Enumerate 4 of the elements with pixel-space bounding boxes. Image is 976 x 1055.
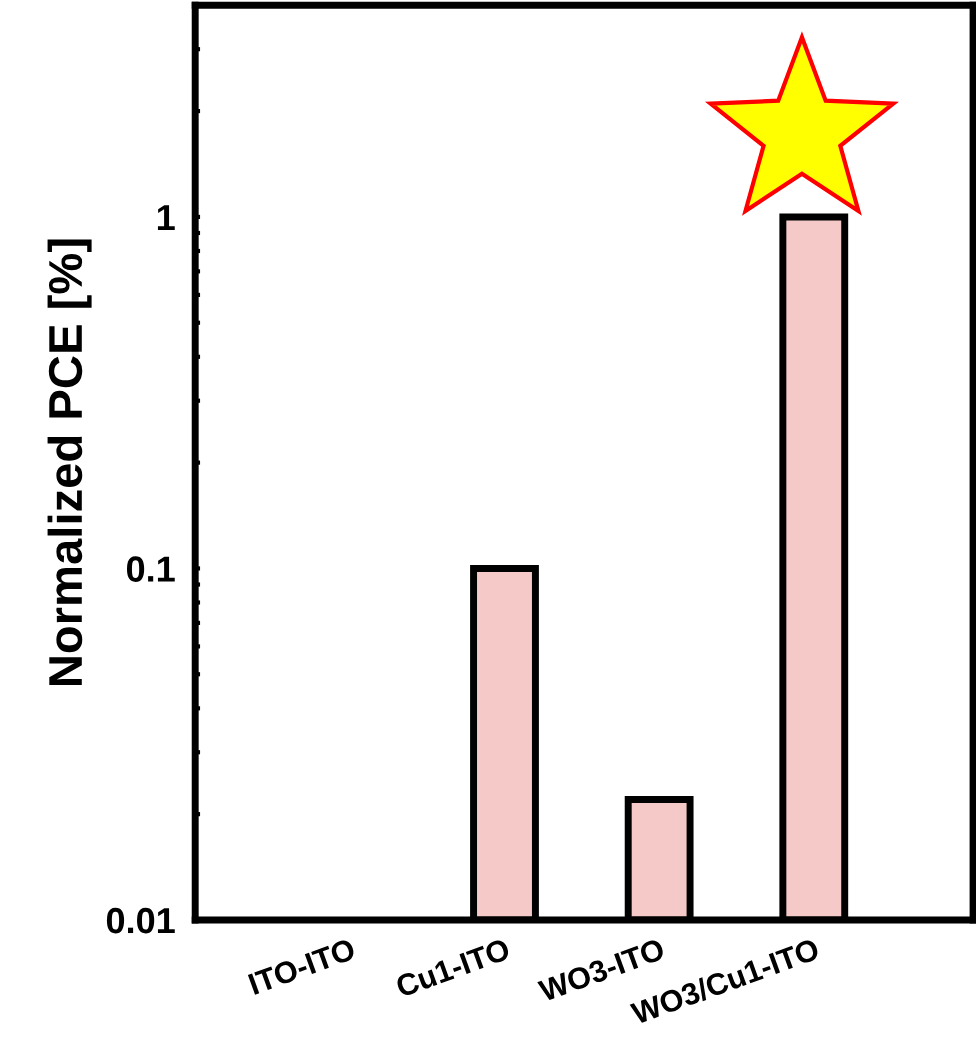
y-axis-title: Normalized PCE [%]	[47, 239, 92, 686]
y-tick-label: 0.01	[106, 907, 175, 934]
y-tick-label: 1	[157, 205, 175, 230]
y-tick-label: 0.1	[126, 556, 175, 582]
